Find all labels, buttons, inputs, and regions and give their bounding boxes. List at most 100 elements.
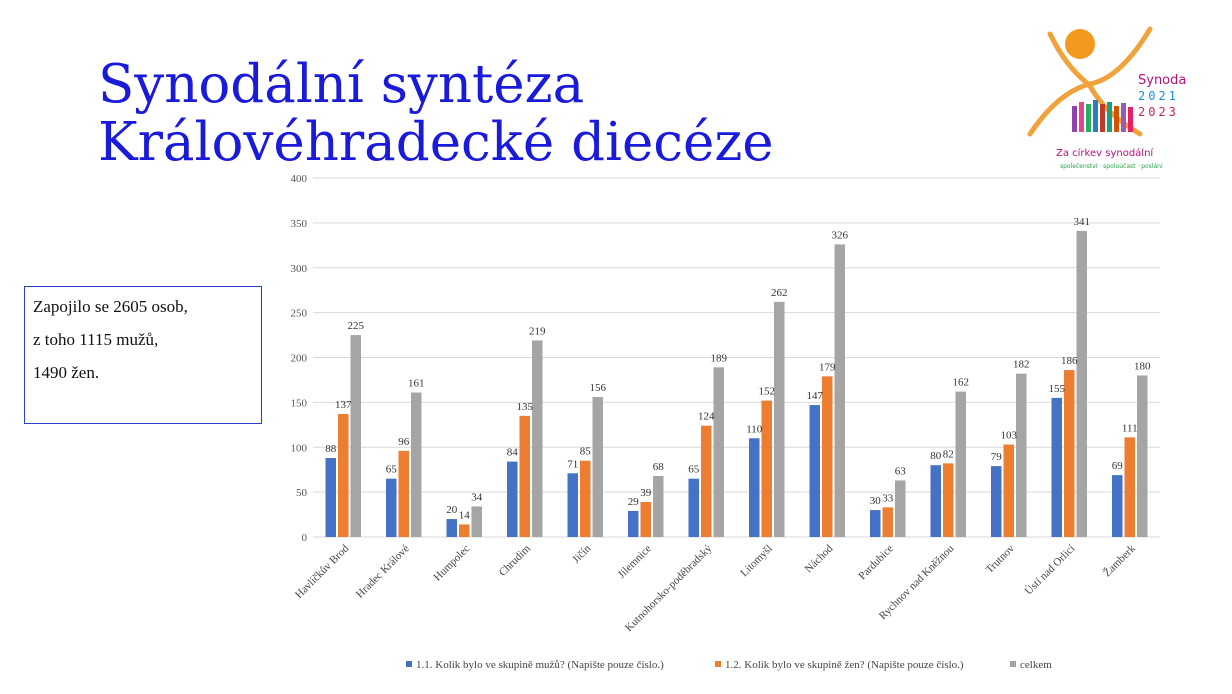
- bar-total: [350, 335, 361, 537]
- data-label: 39: [640, 487, 652, 499]
- data-label: 30: [870, 495, 882, 507]
- title-line-1: Synodální syntéza: [98, 54, 585, 115]
- data-label: 33: [882, 492, 894, 504]
- x-category-label: Litomyšl: [738, 543, 775, 580]
- logo-year-end: 2023: [1138, 105, 1179, 119]
- bar-men: [325, 458, 336, 537]
- bar-women: [701, 425, 712, 537]
- x-category-label: Havlíčkův Brod: [293, 542, 352, 601]
- bar-total: [532, 340, 543, 537]
- data-label: 182: [1013, 359, 1030, 371]
- bar-men: [507, 461, 518, 537]
- legend-label: 1.2. Kolik bylo ve skupině žen? (Napište…: [725, 659, 964, 671]
- data-label: 147: [807, 390, 824, 402]
- y-tick-label: 150: [291, 397, 308, 409]
- data-label: 219: [529, 325, 546, 337]
- bar-total: [411, 392, 422, 537]
- x-axis-category-labels: Havlíčkův Brod Hradec Králové Humpolec Chru…: [293, 542, 1138, 634]
- data-label: 152: [759, 386, 776, 398]
- data-label: 225: [348, 320, 365, 332]
- bar-total: [955, 391, 966, 537]
- bar-women: [640, 501, 651, 537]
- legend-label: celkem: [1020, 659, 1052, 671]
- data-label: 65: [386, 464, 398, 476]
- data-label: 20: [446, 504, 458, 516]
- bar-women: [459, 524, 470, 537]
- slide-title: Synodální syntéza Královéhradecké diecéz…: [98, 56, 774, 172]
- data-label: 34: [471, 491, 483, 503]
- legend-swatch: [1010, 661, 1016, 667]
- data-label: 71: [567, 458, 578, 470]
- x-category-label: Náchod: [803, 542, 836, 575]
- bar-men: [446, 519, 457, 537]
- x-category-label: Jilemnice: [616, 543, 654, 581]
- summary-line-women: 1490 žen.: [33, 363, 100, 382]
- data-label: 341: [1074, 216, 1091, 228]
- bar-men: [809, 405, 820, 537]
- data-label: 69: [1112, 460, 1124, 472]
- data-label: 111: [1122, 422, 1138, 434]
- bar-men: [628, 510, 639, 537]
- data-label: 79: [991, 451, 1003, 463]
- data-label: 96: [398, 436, 410, 448]
- x-category-label: Ústí nad Orlicí: [1023, 543, 1078, 598]
- bar-total: [592, 396, 603, 537]
- bar-women: [882, 507, 893, 537]
- bar-women: [519, 415, 530, 537]
- y-tick-label: 0: [302, 532, 308, 544]
- data-label: 85: [580, 446, 592, 458]
- chart-bars: [325, 230, 1148, 538]
- bar-men: [386, 478, 397, 537]
- data-label: 29: [628, 496, 640, 508]
- bar-women: [1124, 437, 1135, 537]
- summary-line-total: Zapojilo se 2605 osob,: [33, 297, 188, 316]
- bar-women: [580, 460, 591, 537]
- data-label: 80: [930, 450, 942, 462]
- data-label: 68: [653, 461, 665, 473]
- data-label: 82: [943, 448, 954, 460]
- bar-women: [761, 400, 772, 537]
- bar-women: [1003, 444, 1014, 537]
- data-label: 84: [507, 447, 519, 459]
- bar-women: [1064, 370, 1075, 537]
- data-label: 65: [688, 464, 700, 476]
- bar-total: [1076, 230, 1087, 537]
- bar-total: [1137, 375, 1148, 537]
- data-label: 88: [325, 443, 337, 455]
- bar-men: [870, 510, 881, 537]
- y-tick-label: 200: [291, 353, 308, 365]
- bar-total: [895, 480, 906, 537]
- data-label: 110: [746, 423, 763, 435]
- data-label: 155: [1049, 383, 1066, 395]
- legend-swatch: [715, 661, 721, 667]
- legend-swatch: [406, 661, 412, 667]
- data-label: 137: [335, 399, 352, 411]
- bar-total: [834, 244, 845, 538]
- logo-year-start: 2021: [1138, 89, 1179, 103]
- logo-word: Synoda: [1138, 73, 1186, 88]
- data-label: 326: [832, 229, 849, 241]
- x-category-label: Hradec Králové: [354, 543, 412, 601]
- bar-men: [567, 473, 578, 537]
- y-axis-tick-labels: 0 50 100 150 200 250 300 350 400: [291, 173, 308, 544]
- logo-subtagline: společenství · spoluúčast · poslání: [1060, 163, 1163, 170]
- title-line-2: Královéhradecké diecéze: [98, 112, 774, 173]
- summary-line-men: z toho 1115 mužů,: [33, 330, 159, 349]
- y-tick-label: 350: [291, 218, 308, 230]
- participation-summary-box: Zapojilo se 2605 osob, z toho 1115 mužů,…: [24, 286, 262, 424]
- chart-gridlines: [313, 177, 1160, 538]
- data-label: 189: [711, 352, 728, 364]
- data-label: 14: [459, 509, 471, 521]
- data-label: 103: [1001, 430, 1018, 442]
- bar-women: [338, 414, 349, 537]
- data-label: 161: [408, 378, 425, 390]
- logo-tagline: Za církev synodální: [1056, 147, 1154, 159]
- bar-men: [991, 466, 1002, 537]
- data-label: 124: [698, 411, 715, 423]
- bar-women: [943, 463, 954, 537]
- data-label: 180: [1134, 360, 1151, 372]
- y-tick-label: 100: [291, 442, 308, 454]
- x-category-label: Chrudim: [497, 542, 533, 578]
